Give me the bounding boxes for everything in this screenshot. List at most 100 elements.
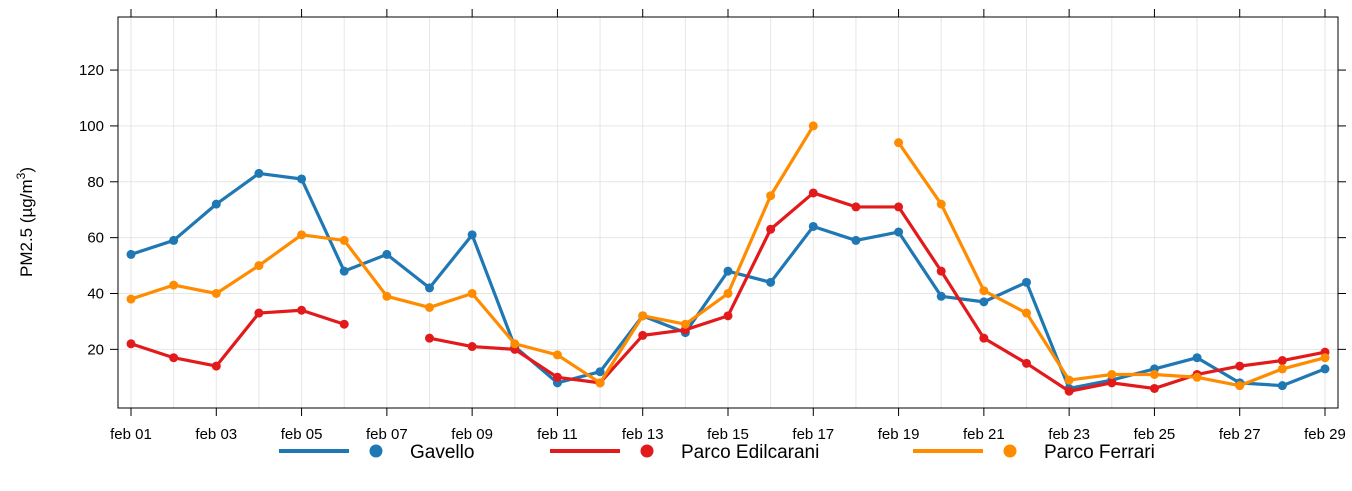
data-point-parco-edilcarani	[552, 372, 562, 382]
x-tick-label: feb 07	[366, 426, 408, 443]
y-axis-label-close: )	[17, 167, 36, 173]
data-point-parco-edilcarani	[894, 202, 904, 212]
data-point-parco-edilcarani	[297, 305, 307, 315]
data-point-parco-edilcarani	[1107, 378, 1117, 388]
data-point-gavello	[1320, 364, 1330, 374]
y-tick-label: 120	[79, 62, 104, 79]
y-tick-label: 40	[87, 285, 104, 302]
data-point-gavello	[1022, 277, 1031, 287]
data-point-gavello	[382, 249, 392, 259]
data-point-parco-ferrari	[552, 350, 562, 360]
y-tick-label: 80	[87, 174, 104, 191]
y-tick-label: 100	[79, 118, 104, 135]
legend-marker-parco-edilcarani	[640, 444, 654, 458]
data-point-gavello	[211, 199, 221, 209]
x-tick-label: feb 27	[1219, 426, 1261, 443]
data-point-parco-edilcarani	[766, 224, 776, 234]
legend-marker-gavello	[369, 444, 383, 458]
data-point-gavello	[425, 283, 434, 293]
data-point-parco-edilcarani	[723, 311, 733, 321]
grid-lines	[118, 17, 1338, 408]
legend: Gavello Parco Edilcarani Parco Ferrari	[279, 442, 1155, 463]
data-point-parco-edilcarani	[1277, 356, 1287, 366]
data-point-parco-ferrari	[1192, 372, 1202, 382]
data-point-gavello	[297, 174, 307, 184]
data-point-parco-ferrari	[766, 191, 776, 201]
y-axis-label-sup: 3	[14, 172, 28, 179]
data-point-parco-edilcarani	[339, 319, 349, 329]
data-point-parco-ferrari	[894, 138, 904, 148]
series-parco-ferrari	[126, 121, 1330, 391]
data-point-parco-ferrari	[339, 235, 349, 245]
data-point-parco-ferrari	[595, 378, 605, 388]
data-point-parco-edilcarani	[254, 308, 264, 318]
data-point-gavello	[851, 235, 861, 245]
data-point-gavello	[766, 277, 776, 287]
x-tick-label: feb 25	[1134, 426, 1176, 443]
y-tick-label: 60	[87, 230, 104, 247]
x-tick-label: feb 21	[963, 426, 1005, 443]
legend-marker-parco-ferrari	[1003, 444, 1017, 458]
data-point-parco-ferrari	[211, 288, 221, 298]
data-point-parco-ferrari	[1022, 308, 1031, 318]
data-point-gavello	[894, 227, 904, 237]
data-point-parco-edilcarani	[808, 188, 818, 198]
data-point-gavello	[254, 168, 264, 178]
legend-item-gavello: Gavello	[279, 442, 474, 463]
y-axis-label-base: PM2.5 (	[17, 217, 36, 277]
data-point-parco-edilcarani	[211, 361, 221, 371]
x-tick-label: feb 03	[195, 426, 237, 443]
series-layer	[126, 121, 1330, 396]
x-tick-label: feb 23	[1048, 426, 1090, 443]
data-point-gavello	[979, 297, 989, 307]
data-point-gavello	[595, 367, 605, 377]
x-tick-label: feb 09	[451, 426, 493, 443]
data-point-gavello	[169, 235, 179, 245]
data-point-parco-ferrari	[467, 288, 477, 298]
axes: feb 01 feb 03 feb 05 feb 07 feb 09 feb 11 feb …	[79, 9, 1346, 443]
x-tick-label: feb 05	[281, 426, 323, 443]
data-point-gavello	[808, 221, 818, 231]
data-point-parco-ferrari	[723, 288, 733, 298]
data-point-parco-edilcarani	[1022, 358, 1031, 368]
data-point-parco-edilcarani	[467, 342, 477, 352]
data-point-parco-ferrari	[1320, 353, 1330, 363]
data-point-gavello	[723, 266, 733, 276]
data-point-gavello	[339, 266, 349, 276]
y-axis-label-unit: µg/m	[17, 179, 36, 217]
series-line-parco-edilcarani	[129, 308, 346, 368]
data-point-parco-edilcarani	[1149, 383, 1159, 393]
data-point-parco-edilcarani	[425, 333, 434, 343]
x-tick-label: feb 29	[1304, 426, 1346, 443]
x-tick-label: feb 17	[792, 426, 834, 443]
x-tick-label: feb 13	[622, 426, 664, 443]
data-point-parco-ferrari	[1277, 364, 1287, 374]
data-point-parco-ferrari	[425, 302, 434, 312]
data-point-parco-ferrari	[979, 286, 989, 296]
x-tick-label: feb 19	[878, 426, 920, 443]
legend-item-parco-edilcarani: Parco Edilcarani	[550, 442, 819, 463]
x-tick-label: feb 11	[537, 426, 578, 443]
data-point-parco-edilcarani	[638, 330, 648, 340]
legend-label-gavello: Gavello	[410, 442, 474, 463]
y-axis-label: PM2.5 (µg/m3)	[14, 167, 36, 277]
data-point-parco-ferrari	[382, 291, 392, 301]
legend-label-parco-edilcarani: Parco Edilcarani	[681, 442, 819, 463]
data-point-parco-edilcarani	[979, 333, 989, 343]
data-point-parco-ferrari	[254, 261, 264, 271]
data-point-parco-ferrari	[638, 311, 648, 321]
data-point-parco-edilcarani	[126, 339, 136, 349]
data-point-parco-edilcarani	[169, 353, 179, 363]
x-tick-label: feb 15	[707, 426, 749, 443]
data-point-parco-ferrari	[1235, 381, 1245, 391]
data-point-gavello	[936, 291, 946, 301]
series-line-parco-edilcarani	[427, 191, 1327, 393]
data-point-gavello	[467, 230, 477, 240]
data-point-parco-ferrari	[510, 339, 520, 349]
data-point-parco-ferrari	[936, 199, 946, 209]
y-tick-label: 20	[87, 341, 104, 358]
data-point-parco-ferrari	[297, 230, 307, 240]
data-point-parco-ferrari	[808, 121, 818, 131]
data-point-gavello	[1277, 381, 1287, 391]
